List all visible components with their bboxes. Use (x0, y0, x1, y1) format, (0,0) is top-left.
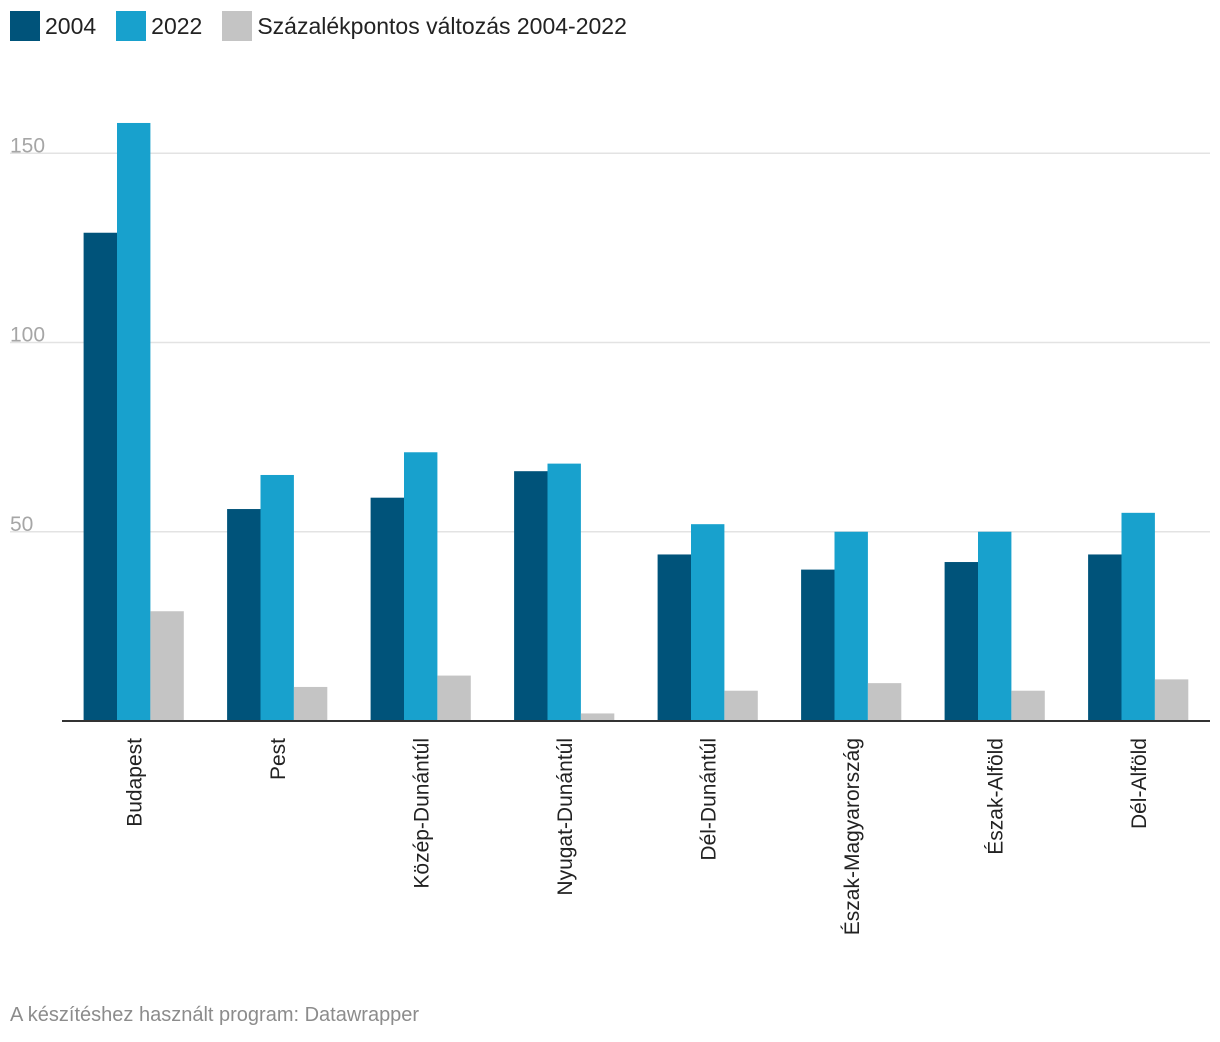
legend-item-2004: 2004 (10, 11, 96, 41)
bar-2004-8 (1088, 554, 1122, 721)
bar-2004-2 (227, 509, 261, 721)
x-tick-label-2: Pest (267, 738, 290, 780)
bar-2022-8 (1121, 512, 1155, 721)
x-tick-label-4: Nyugat-Dunántúl (554, 738, 577, 896)
bar-change-2 (293, 686, 328, 721)
bar-2022-5 (691, 524, 725, 721)
x-tick-label-5: Dél-Dunántúl (698, 738, 721, 861)
bar-2022-4 (547, 463, 581, 721)
bar-change-3 (437, 675, 471, 721)
legend-label-2004: 2004 (45, 12, 97, 39)
bar-2004-6 (801, 569, 835, 721)
x-tick-label-6: Észak-Magyarország (841, 738, 864, 935)
bar-2004-7 (944, 562, 978, 721)
y-tick-label-50: 50 (10, 513, 33, 536)
bar-2004-1 (83, 232, 117, 722)
source-credit: A készítéshez használt program: Datawrap… (10, 1004, 420, 1026)
bar-change-8 (1154, 679, 1189, 721)
x-tick-label-8: Dél-Alföld (1128, 738, 1151, 829)
legend-label-2022: 2022 (151, 12, 203, 39)
legend-swatch-2022 (116, 11, 147, 41)
bar-change-4 (580, 713, 615, 721)
legend-item-2022: 2022 (116, 11, 202, 41)
bar-change-6 (867, 683, 902, 721)
legend-item-change: Százalékpontos változás 2004-2022 (222, 11, 627, 41)
bar-2004-3 (370, 497, 404, 721)
y-tick-label-150: 150 (10, 134, 45, 157)
bar-change-7 (1011, 690, 1045, 721)
x-tick-label-3: Közép-Dunántúl (411, 738, 434, 889)
bar-2004-5 (657, 554, 691, 721)
bar-2022-7 (978, 531, 1012, 721)
bar-2022-1 (117, 122, 151, 722)
bar-change-1 (150, 611, 184, 721)
legend-swatch-change (222, 11, 253, 41)
x-tick-label-1: Budapest (124, 738, 147, 827)
bar-2022-2 (260, 474, 294, 721)
bar-2022-3 (404, 452, 438, 721)
bar-chart: 50 100 150 Budapest Pest Közép-Dunántúl Nyugat… (10, 122, 1210, 935)
legend-label-change: Százalékpontos változás 2004-2022 (257, 12, 627, 39)
bar-2022-6 (834, 531, 868, 721)
x-tick-label-7: Észak-Alföld (985, 738, 1008, 855)
chart-legend: 2004 2022 Százalékpontos változás 2004-2… (10, 10, 647, 42)
y-tick-label-100: 100 (10, 324, 45, 347)
legend-swatch-2004 (10, 11, 40, 41)
bar-2004-4 (514, 471, 548, 721)
bar-change-5 (724, 690, 758, 721)
